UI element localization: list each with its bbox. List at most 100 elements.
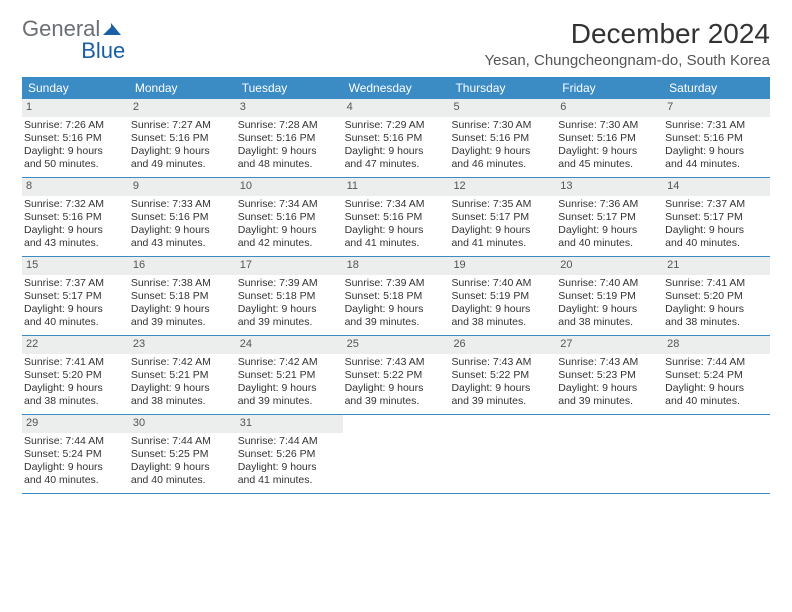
daylight-text-1: Daylight: 9 hours bbox=[558, 224, 661, 237]
day-number: 25 bbox=[343, 336, 450, 354]
sunset-text: Sunset: 5:19 PM bbox=[451, 290, 554, 303]
sunset-text: Sunset: 5:22 PM bbox=[451, 369, 554, 382]
daylight-text-1: Daylight: 9 hours bbox=[451, 224, 554, 237]
day-cell: 6Sunrise: 7:30 AMSunset: 5:16 PMDaylight… bbox=[556, 99, 663, 177]
sunrise-text: Sunrise: 7:41 AM bbox=[24, 356, 127, 369]
sunrise-text: Sunrise: 7:34 AM bbox=[238, 198, 341, 211]
daylight-text-2: and 40 minutes. bbox=[131, 474, 234, 487]
day-cell: 24Sunrise: 7:42 AMSunset: 5:21 PMDayligh… bbox=[236, 336, 343, 414]
daylight-text-1: Daylight: 9 hours bbox=[345, 382, 448, 395]
sunrise-text: Sunrise: 7:35 AM bbox=[451, 198, 554, 211]
sunrise-text: Sunrise: 7:44 AM bbox=[131, 435, 234, 448]
day-number: 19 bbox=[449, 257, 556, 275]
day-number: 27 bbox=[556, 336, 663, 354]
sunrise-text: Sunrise: 7:27 AM bbox=[131, 119, 234, 132]
daylight-text-2: and 39 minutes. bbox=[131, 316, 234, 329]
daylight-text-1: Daylight: 9 hours bbox=[238, 145, 341, 158]
day-number: 13 bbox=[556, 178, 663, 196]
location-subtitle: Yesan, Chungcheongnam-do, South Korea bbox=[485, 52, 771, 69]
daylight-text-1: Daylight: 9 hours bbox=[131, 224, 234, 237]
daylight-text-1: Daylight: 9 hours bbox=[24, 382, 127, 395]
day-number: 21 bbox=[663, 257, 770, 275]
week-row: 22Sunrise: 7:41 AMSunset: 5:20 PMDayligh… bbox=[22, 336, 770, 415]
day-cell: 27Sunrise: 7:43 AMSunset: 5:23 PMDayligh… bbox=[556, 336, 663, 414]
sunrise-text: Sunrise: 7:40 AM bbox=[451, 277, 554, 290]
day-number: 7 bbox=[663, 99, 770, 117]
sunrise-text: Sunrise: 7:33 AM bbox=[131, 198, 234, 211]
day-cell: 18Sunrise: 7:39 AMSunset: 5:18 PMDayligh… bbox=[343, 257, 450, 335]
day-number: 11 bbox=[343, 178, 450, 196]
day-cell: 29Sunrise: 7:44 AMSunset: 5:24 PMDayligh… bbox=[22, 415, 129, 493]
day-cell: 20Sunrise: 7:40 AMSunset: 5:19 PMDayligh… bbox=[556, 257, 663, 335]
day-number: 18 bbox=[343, 257, 450, 275]
sunrise-text: Sunrise: 7:42 AM bbox=[131, 356, 234, 369]
day-cell: 26Sunrise: 7:43 AMSunset: 5:22 PMDayligh… bbox=[449, 336, 556, 414]
week-row: 29Sunrise: 7:44 AMSunset: 5:24 PMDayligh… bbox=[22, 415, 770, 494]
sunset-text: Sunset: 5:18 PM bbox=[345, 290, 448, 303]
daylight-text-2: and 40 minutes. bbox=[665, 395, 768, 408]
daylight-text-2: and 40 minutes. bbox=[558, 237, 661, 250]
daylight-text-1: Daylight: 9 hours bbox=[24, 461, 127, 474]
daylight-text-2: and 48 minutes. bbox=[238, 158, 341, 171]
week-row: 8Sunrise: 7:32 AMSunset: 5:16 PMDaylight… bbox=[22, 178, 770, 257]
daylight-text-2: and 44 minutes. bbox=[665, 158, 768, 171]
day-cell: 28Sunrise: 7:44 AMSunset: 5:24 PMDayligh… bbox=[663, 336, 770, 414]
sunset-text: Sunset: 5:17 PM bbox=[24, 290, 127, 303]
daylight-text-1: Daylight: 9 hours bbox=[665, 382, 768, 395]
day-number: 3 bbox=[236, 99, 343, 117]
daylight-text-2: and 45 minutes. bbox=[558, 158, 661, 171]
daylight-text-1: Daylight: 9 hours bbox=[451, 382, 554, 395]
sunrise-text: Sunrise: 7:43 AM bbox=[345, 356, 448, 369]
daylight-text-2: and 43 minutes. bbox=[24, 237, 127, 250]
sunset-text: Sunset: 5:19 PM bbox=[558, 290, 661, 303]
sunrise-text: Sunrise: 7:34 AM bbox=[345, 198, 448, 211]
daylight-text-2: and 46 minutes. bbox=[451, 158, 554, 171]
day-number: 4 bbox=[343, 99, 450, 117]
day-number: 30 bbox=[129, 415, 236, 433]
day-header: Thursday bbox=[449, 77, 556, 99]
month-title: December 2024 bbox=[485, 18, 771, 50]
daylight-text-1: Daylight: 9 hours bbox=[558, 145, 661, 158]
daylight-text-1: Daylight: 9 hours bbox=[345, 303, 448, 316]
daylight-text-1: Daylight: 9 hours bbox=[665, 224, 768, 237]
day-number: 6 bbox=[556, 99, 663, 117]
day-number: 24 bbox=[236, 336, 343, 354]
sunset-text: Sunset: 5:16 PM bbox=[238, 132, 341, 145]
day-number: 22 bbox=[22, 336, 129, 354]
day-cell: 25Sunrise: 7:43 AMSunset: 5:22 PMDayligh… bbox=[343, 336, 450, 414]
daylight-text-2: and 39 minutes. bbox=[451, 395, 554, 408]
week-row: 15Sunrise: 7:37 AMSunset: 5:17 PMDayligh… bbox=[22, 257, 770, 336]
day-cell: 21Sunrise: 7:41 AMSunset: 5:20 PMDayligh… bbox=[663, 257, 770, 335]
day-cell: 22Sunrise: 7:41 AMSunset: 5:20 PMDayligh… bbox=[22, 336, 129, 414]
day-cell: 10Sunrise: 7:34 AMSunset: 5:16 PMDayligh… bbox=[236, 178, 343, 256]
sunset-text: Sunset: 5:16 PM bbox=[451, 132, 554, 145]
daylight-text-1: Daylight: 9 hours bbox=[24, 303, 127, 316]
daylight-text-1: Daylight: 9 hours bbox=[665, 303, 768, 316]
daylight-text-1: Daylight: 9 hours bbox=[558, 303, 661, 316]
sunset-text: Sunset: 5:23 PM bbox=[558, 369, 661, 382]
sunset-text: Sunset: 5:25 PM bbox=[131, 448, 234, 461]
day-number: 12 bbox=[449, 178, 556, 196]
sunset-text: Sunset: 5:16 PM bbox=[345, 132, 448, 145]
sunrise-text: Sunrise: 7:43 AM bbox=[558, 356, 661, 369]
day-cell: 23Sunrise: 7:42 AMSunset: 5:21 PMDayligh… bbox=[129, 336, 236, 414]
sunset-text: Sunset: 5:24 PM bbox=[24, 448, 127, 461]
sunset-text: Sunset: 5:17 PM bbox=[558, 211, 661, 224]
day-header: Tuesday bbox=[236, 77, 343, 99]
sunrise-text: Sunrise: 7:32 AM bbox=[24, 198, 127, 211]
sunrise-text: Sunrise: 7:36 AM bbox=[558, 198, 661, 211]
title-block: December 2024 Yesan, Chungcheongnam-do, … bbox=[485, 18, 771, 69]
daylight-text-2: and 40 minutes. bbox=[24, 474, 127, 487]
daylight-text-2: and 40 minutes. bbox=[665, 237, 768, 250]
daylight-text-2: and 40 minutes. bbox=[24, 316, 127, 329]
daylight-text-2: and 41 minutes. bbox=[238, 474, 341, 487]
day-cell: 11Sunrise: 7:34 AMSunset: 5:16 PMDayligh… bbox=[343, 178, 450, 256]
empty-cell: . bbox=[663, 415, 770, 493]
daylight-text-2: and 42 minutes. bbox=[238, 237, 341, 250]
day-number: 31 bbox=[236, 415, 343, 433]
daylight-text-2: and 38 minutes. bbox=[665, 316, 768, 329]
daylight-text-2: and 38 minutes. bbox=[558, 316, 661, 329]
sunset-text: Sunset: 5:16 PM bbox=[131, 132, 234, 145]
day-cell: 31Sunrise: 7:44 AMSunset: 5:26 PMDayligh… bbox=[236, 415, 343, 493]
day-cell: 13 Sunrise: 7:36 AMSunset: 5:17 PMDayligh… bbox=[556, 178, 663, 256]
